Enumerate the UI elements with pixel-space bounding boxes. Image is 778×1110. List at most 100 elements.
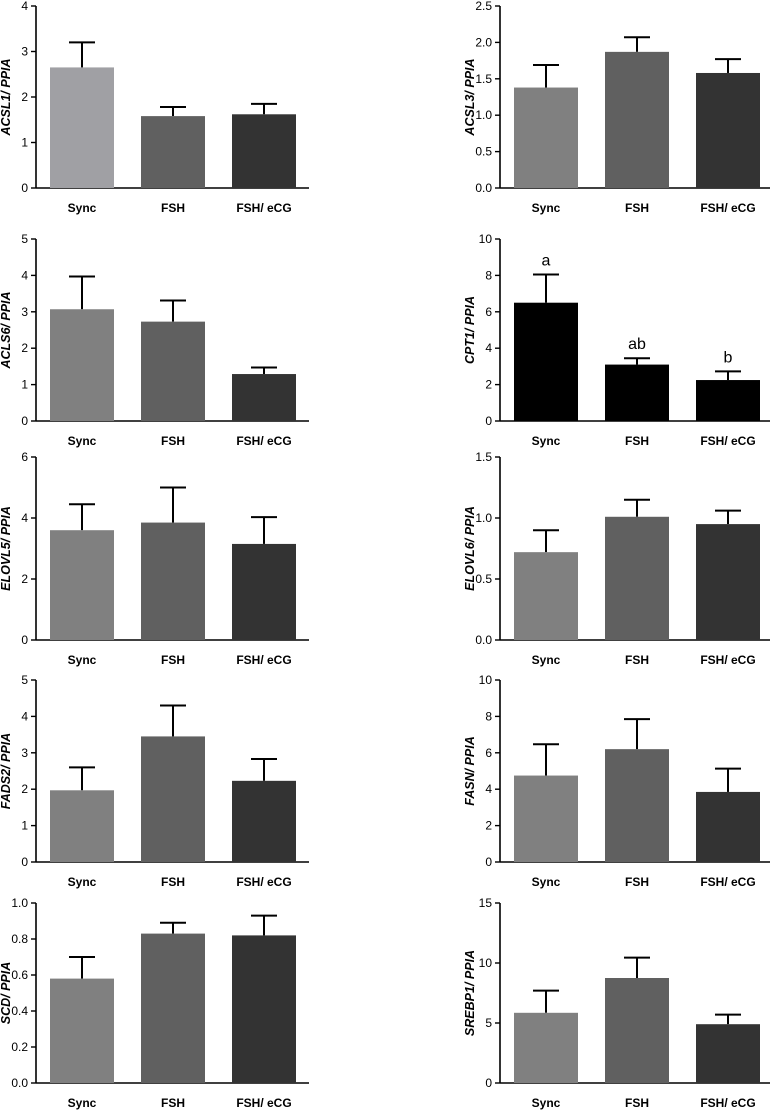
y-tick-label: 2.5 [475,0,492,13]
y-tick-label: 15 [479,896,493,910]
chart-panel-fads2: 0 1 2 3 4 5 FADS2/ PPIA Sync FSH FSH/ eCG [0,673,309,889]
y-tick-label: 6 [485,305,492,319]
y-axis-title: SCD/ PPIA [0,962,13,1025]
y-tick-label: 4 [485,782,492,796]
x-category-label: FSH/ eCG [700,875,755,889]
bar-sync [514,1012,578,1083]
y-axis-title: ELOVL6/ PPIA [463,506,477,591]
x-category-label: FSH/ eCG [700,653,755,667]
y-axis-title-suffix: / PPIA [0,58,13,95]
bar-fsh [141,116,205,188]
bar-fsh-ecg [696,524,760,640]
significance-letter: b [724,349,733,366]
x-category-label: FSH [625,201,649,215]
x-category-label: FSH/ eCG [236,1096,291,1110]
bar-fsh-ecg [232,114,296,188]
y-axis-title-gene: SREBP1 [463,986,477,1036]
y-tick-label: 4 [21,511,28,525]
bar-sync [514,302,578,421]
significance-letter: ab [628,336,646,353]
y-tick-label: 0.5 [475,145,492,159]
y-axis-title-gene: ELOVL5 [0,541,13,591]
y-tick-label: 0.0 [475,633,492,647]
y-tick-label: 10 [479,232,493,246]
bar-fsh-ecg [696,380,760,421]
y-axis-title-suffix: / PPIA [463,736,477,773]
y-axis-title-suffix: / PPIA [0,733,13,770]
y-tick-label: 5 [21,673,28,687]
x-category-label: FSH [625,875,649,889]
bar-fsh [605,364,669,421]
y-tick-label: 4 [21,0,28,13]
y-axis-title: ACSL3/ PPIA [463,58,477,136]
y-axis-title-suffix: / PPIA [0,506,13,543]
y-tick-label: 1.5 [475,72,492,86]
y-tick-label: 3 [21,305,28,319]
bar-sync [514,775,578,862]
bar-fsh-ecg [232,543,296,640]
y-tick-label: 0 [21,414,28,428]
y-tick-label: 4 [21,709,28,723]
y-axis-title-suffix: / PPIA [463,950,477,987]
bar-fsh [141,522,205,640]
y-axis-title-gene: ACLS6 [0,327,13,370]
y-tick-label: 10 [479,673,493,687]
x-category-label: FSH/ eCG [700,201,755,215]
y-axis-title: CPT1/ PPIA [463,296,477,364]
y-tick-label: 3 [21,746,28,760]
bar-fsh-ecg [696,1024,760,1083]
y-tick-label: 8 [485,709,492,723]
x-category-label: Sync [68,875,97,889]
y-tick-label: 0.4 [11,1004,28,1018]
x-category-label: FSH [161,875,185,889]
y-tick-label: 1.0 [475,511,492,525]
y-tick-label: 1 [21,378,28,392]
significance-letter: a [542,252,551,269]
y-tick-label: 2 [21,782,28,796]
bar-fsh-ecg [232,935,296,1083]
y-axis-title-gene: FASN [463,771,477,805]
chart-panel-acsl3: 0.0 0.5 1.0 1.5 2.0 2.5 ACSL3/ PPIA Sync FSH FSH/… [463,0,770,215]
x-category-label: FSH/ eCG [236,434,291,448]
y-tick-label: 1.0 [475,108,492,122]
y-axis-title-gene: ELOVL6 [463,541,477,591]
bar-fsh [141,321,205,421]
bar-fsh [605,51,669,188]
y-axis-title: ACSL1/ PPIA [0,58,13,136]
x-category-label: FSH [161,201,185,215]
bar-fsh [605,749,669,862]
chart-panel-acls6: 0 1 2 3 4 5 ACLS6/ PPIA Sync FSH FSH/ eCG [0,232,309,448]
y-axis-title-gene: CPT1 [463,332,477,364]
bar-fsh-ecg [696,791,760,862]
x-category-label: Sync [68,434,97,448]
y-axis-title-suffix: / PPIA [463,296,477,333]
y-axis-title: ELOVL5/ PPIA [0,506,13,591]
y-tick-label: 1.5 [475,450,492,464]
y-axis-title: FASN/ PPIA [463,736,477,805]
bar-sync [50,309,114,421]
y-tick-label: 5 [485,1016,492,1030]
y-tick-label: 0.0 [11,1076,28,1090]
x-category-label: Sync [532,653,561,667]
y-axis-title-suffix: / PPIA [463,506,477,543]
y-axis-title-suffix: / PPIA [0,962,13,999]
y-tick-label: 0 [485,414,492,428]
chart-panel-acsl1: 0 1 2 3 4 ACSL1/ PPIA Sync FSH FSH/ eCG [0,0,309,215]
x-category-label: Sync [68,1096,97,1110]
bar-sync [50,67,114,188]
x-category-label: FSH/ eCG [700,1096,755,1110]
chart-panel-elovl6: 0.0 0.5 1.0 1.5 ELOVL6/ PPIA Sync FSH FSH/ eCG [463,450,770,667]
y-tick-label: 1 [21,819,28,833]
y-tick-label: 6 [485,746,492,760]
x-category-label: FSH/ eCG [236,653,291,667]
y-axis-title-gene: ACSL1 [0,95,13,137]
x-category-label: FSH [625,653,649,667]
x-category-label: FSH/ eCG [700,434,755,448]
y-axis-title-suffix: / PPIA [463,58,477,95]
bar-sync [50,978,114,1083]
y-tick-label: 1 [21,136,28,150]
chart-panel-srebp1: 0 5 10 15 SREBP1/ PPIA Sync FSH FSH/ eCG [463,896,770,1110]
y-axis-title-gene: SCD [0,998,13,1024]
y-tick-label: 4 [485,341,492,355]
